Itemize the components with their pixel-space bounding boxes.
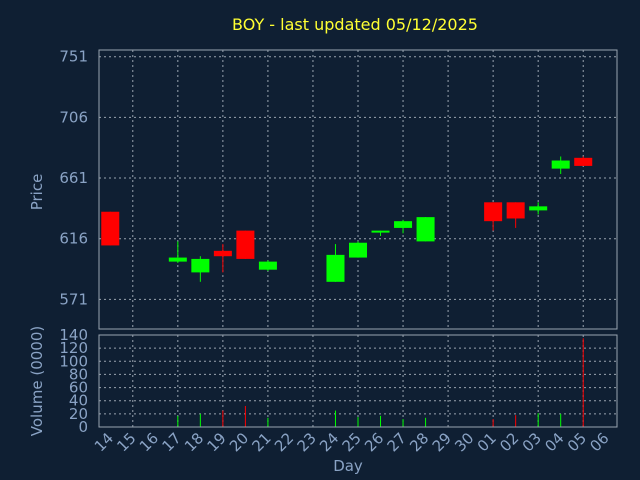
volume-tick-label: 100 <box>59 352 88 370</box>
price-tick-label: 661 <box>59 169 88 187</box>
price-grid <box>99 50 617 329</box>
price-tick-label: 571 <box>59 290 88 308</box>
volume-axis-label: Volume (0000) <box>28 326 46 436</box>
volume-tick-label: 60 <box>69 379 88 397</box>
candle-body <box>168 257 187 262</box>
volume-panel-frame <box>98 334 618 428</box>
candle-body <box>416 217 435 242</box>
candle-body <box>574 157 593 166</box>
price-axis-label: Price <box>28 174 46 211</box>
candle-body <box>236 230 255 259</box>
x-axis-label: Day <box>333 457 363 475</box>
volume-grid <box>99 334 617 428</box>
candle-body <box>484 202 503 222</box>
volume-bars <box>177 338 584 427</box>
candle-body <box>394 221 413 228</box>
candle-body <box>191 258 210 273</box>
volume-tick-label: 20 <box>69 405 88 423</box>
price-tick-label: 751 <box>59 48 88 66</box>
volume-tick-label: 40 <box>69 392 88 410</box>
volume-tick-label: 140 <box>59 326 88 344</box>
candle-body <box>529 206 548 211</box>
volume-tick-label: 120 <box>59 339 88 357</box>
price-tick-label: 616 <box>59 230 88 248</box>
volume-tick-label: 0 <box>78 418 88 436</box>
candle-body <box>348 242 368 258</box>
candle-body <box>551 160 570 169</box>
chart-title: BOY - last updated 05/12/2025 <box>232 15 478 34</box>
x-tick-labels: 1415161718192021222324252627282930010203… <box>91 429 613 455</box>
candle-body <box>101 211 120 246</box>
volume-tick-label: 80 <box>69 365 88 383</box>
candles <box>101 156 593 282</box>
x-tick-label: 06 <box>586 429 612 455</box>
price-tick-label: 706 <box>59 108 88 126</box>
candle-body <box>258 261 277 270</box>
candle-body <box>213 250 232 257</box>
candle-body <box>326 254 345 282</box>
candle-body <box>506 202 525 219</box>
price-y-ticks: 571 616 661 706 751 <box>59 48 88 309</box>
candle-body <box>371 230 390 233</box>
price-panel-frame <box>98 49 618 330</box>
